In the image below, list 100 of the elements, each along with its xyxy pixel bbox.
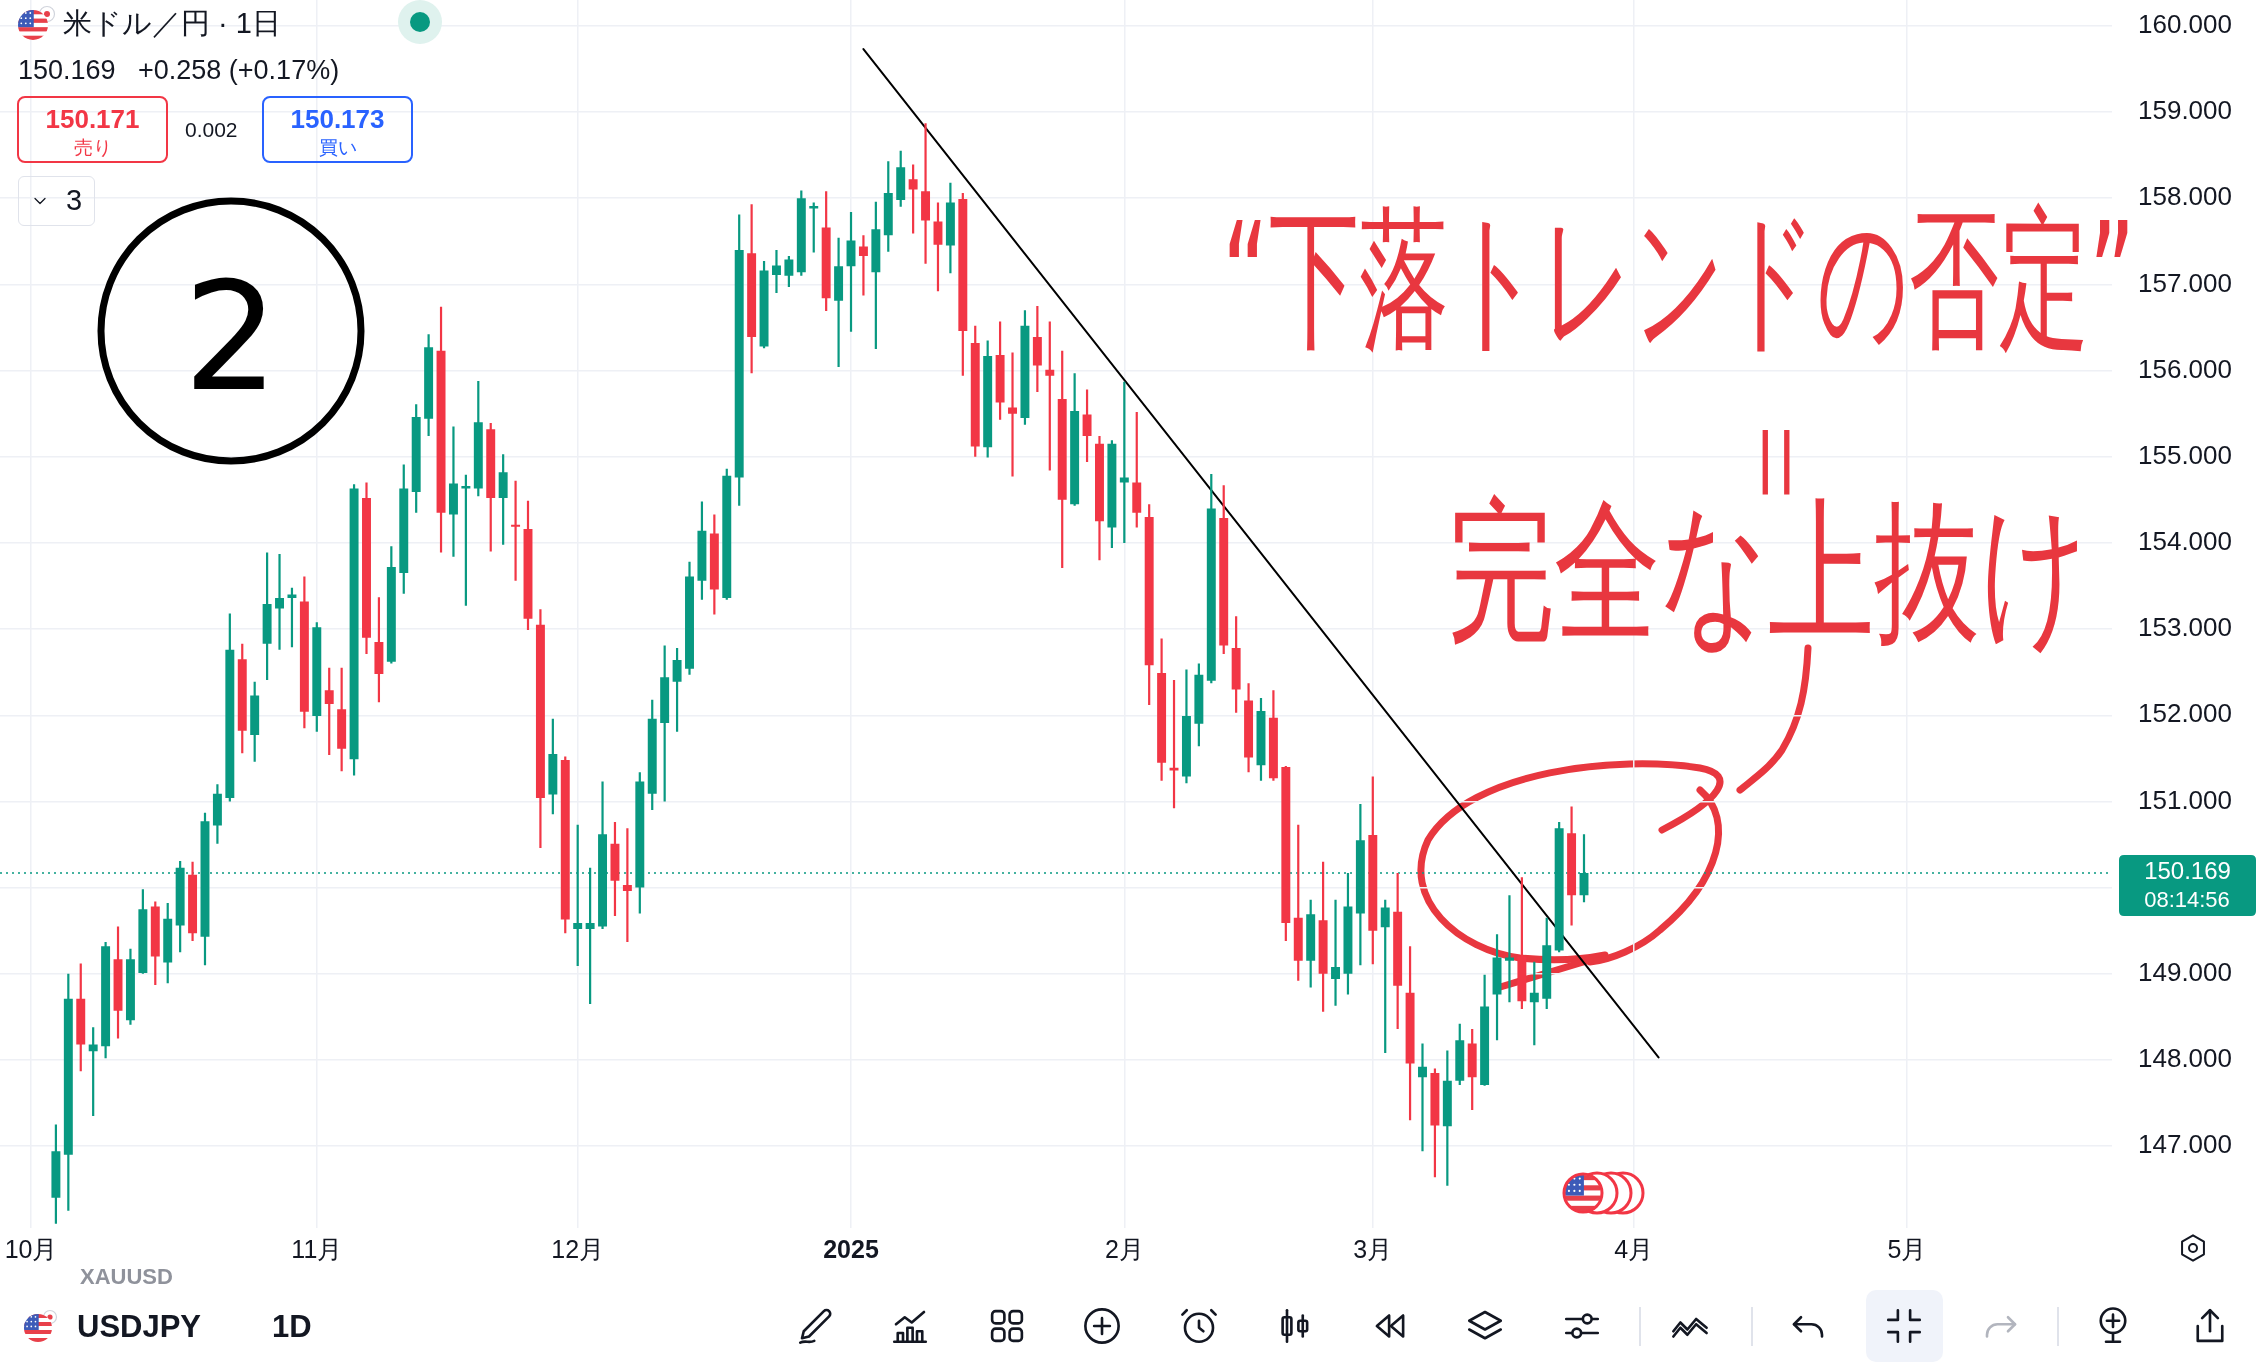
candlestick [362,482,371,655]
candlestick [1480,974,1490,1086]
candlestick [1070,373,1080,506]
candlestick [312,622,322,732]
candlestick [88,1027,98,1116]
candlestick [498,454,508,545]
candlestick [1008,352,1017,477]
dropdown-button: 3 [18,176,95,226]
candlestick [846,211,856,332]
candlestick [1194,663,1204,747]
candlestick [784,255,794,287]
candlestick [212,784,222,844]
y-tick-label: 157.000 [2138,267,2232,298]
candlestick [287,587,297,648]
candlestick [747,204,757,374]
candlestick [262,552,272,680]
annotation: 0.002 [185,118,238,141]
candlestick [1181,669,1191,784]
annotation: 2 [183,250,279,424]
candlestick [1231,616,1241,713]
candlestick [995,321,1005,420]
annotation: 3 [66,184,83,216]
candlestick [523,500,533,630]
candlestick [1020,310,1030,425]
candlestick [734,214,744,506]
candlestick [1045,321,1055,471]
candlestick [101,941,111,1059]
candlestick [1095,436,1104,561]
y-tick-label: 158.000 [2138,181,2232,212]
y-tick-label: 151.000 [2138,784,2232,815]
candlestick [1529,961,1539,1046]
y-tick-label: 156.000 [2138,353,2232,384]
candlestick [883,161,893,252]
candlestick [188,861,198,942]
candlestick [896,150,906,207]
x-tick-label: 5月 [1887,1234,1927,1263]
annotation: 150.173 [290,104,385,134]
text: USDJPY [77,1309,202,1344]
candlestick [1293,824,1303,981]
x-tick-label: 10月 [4,1234,58,1263]
chart-title: 米ドル／円 · 1日 [63,7,281,39]
candlestick [1132,411,1142,528]
candlestick [349,484,359,776]
candlestick [921,123,931,264]
x-tick-label: 11月 [291,1234,343,1263]
candlestick [1542,917,1552,1010]
text: 08:14:56 [2144,887,2230,912]
candlestick [1355,804,1365,966]
candlestick [1368,776,1378,965]
candlestick [834,237,844,368]
candlestick [1430,1068,1440,1178]
candlestick [1119,381,1129,543]
candlestick [1467,1028,1477,1110]
candlestick [635,772,645,914]
candlestick [759,261,769,349]
candlestick [1455,1023,1465,1085]
candlestick [796,190,806,276]
candlestick [809,202,819,253]
x-tick-label: 12月 [551,1234,605,1263]
candlestick [1219,485,1229,655]
annotation: +0.258 (+0.17%) [138,55,340,85]
candlestick [1281,766,1291,942]
candlestick [1107,440,1117,549]
candlestick [1032,305,1042,393]
candlestick [150,901,160,985]
y-tick-label: 154.000 [2138,526,2232,557]
candlestick [486,423,496,552]
annotation: 150.169 [18,55,116,85]
candlestick [722,468,732,600]
candlestick [647,699,657,811]
sell-button: 150.171 売り [17,96,168,163]
candlestick [1331,899,1340,1006]
y-tick-label: 147.000 [2138,1129,2232,1160]
candlestick [772,249,781,293]
candlestick [672,648,682,732]
candlestick [386,546,396,664]
candlestick [461,474,471,606]
candlestick [299,576,309,729]
candlestick [1306,899,1316,988]
candlestick [436,306,446,553]
y-tick-label: 148.000 [2138,1043,2232,1074]
candlestick [548,718,558,815]
candlestick [1244,683,1254,773]
candlestick [374,597,384,703]
candlestick [1318,861,1328,1012]
candlestick [610,822,620,917]
candlestick [535,609,545,848]
ref-line-label: 150.169 [2144,856,2231,884]
candlestick [1206,473,1216,684]
candlestick [945,182,955,274]
candlestick [324,667,334,755]
candlestick [958,193,968,376]
candlestick [1393,872,1403,1029]
candlestick [76,963,86,1072]
candlestick [1517,877,1527,1010]
candlestick [1418,1043,1427,1152]
candlestick [1057,350,1067,568]
candlestick [697,501,707,600]
candlestick [411,404,421,513]
candlestick [858,235,868,296]
